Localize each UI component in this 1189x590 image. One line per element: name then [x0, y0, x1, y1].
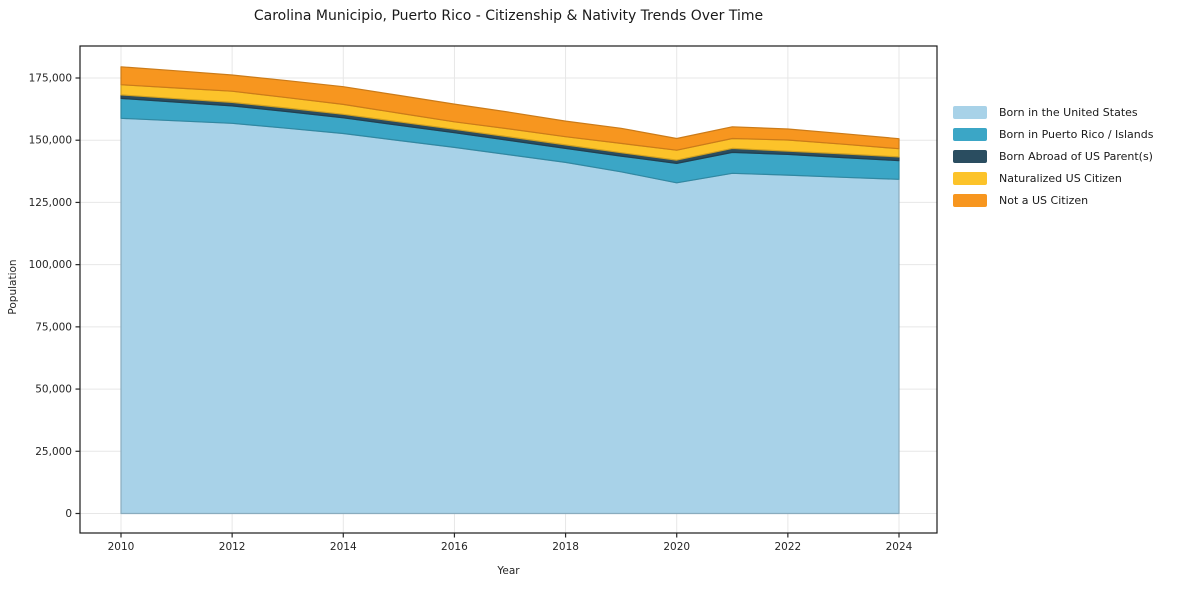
legend-label: Naturalized US Citizen [999, 172, 1122, 185]
x-tick-label: 2014 [330, 541, 357, 553]
x-tick-label: 2016 [441, 541, 468, 553]
x-tick-label: 2022 [774, 541, 801, 553]
legend-swatch-icon [953, 150, 987, 163]
legend-swatch-icon [953, 172, 987, 185]
y-tick-label: 25,000 [35, 446, 72, 458]
x-tick-label: 2024 [886, 541, 913, 553]
legend-label: Born in Puerto Rico / Islands [999, 128, 1154, 141]
legend-swatch-icon [953, 194, 987, 207]
chart-title: Carolina Municipio, Puerto Rico - Citize… [253, 8, 764, 24]
legend-item: Born in Puerto Rico / Islands [953, 128, 1153, 141]
y-tick-label: 150,000 [29, 135, 72, 147]
y-axis-label: Population [7, 259, 19, 315]
area-series-0 [120, 117, 900, 515]
y-tick-label: 125,000 [29, 197, 72, 209]
legend-item: Not a US Citizen [953, 194, 1153, 207]
area-series-4 [120, 66, 900, 151]
legend-item: Naturalized US Citizen [953, 172, 1153, 185]
legend-swatch-icon [953, 128, 987, 141]
x-tick-label: 2012 [219, 541, 246, 553]
x-tick-label: 2020 [663, 541, 690, 553]
plot-border [79, 45, 938, 534]
y-tick-label: 0 [65, 508, 72, 520]
legend: Born in the United States Born in Puerto … [953, 106, 1153, 216]
x-tick-label: 2018 [552, 541, 579, 553]
y-tick-label: 50,000 [35, 384, 72, 396]
y-tick-label: 75,000 [35, 321, 72, 333]
y-tick-label: 175,000 [29, 73, 72, 85]
legend-item: Born Abroad of US Parent(s) [953, 150, 1153, 163]
y-tick-label: 100,000 [29, 259, 72, 271]
legend-item: Born in the United States [953, 106, 1153, 119]
x-axis-label: Year [497, 565, 520, 577]
x-tick-label: 2010 [108, 541, 135, 553]
legend-label: Not a US Citizen [999, 194, 1089, 207]
legend-label: Born Abroad of US Parent(s) [999, 150, 1153, 163]
legend-swatch-icon [953, 106, 987, 119]
legend-label: Born in the United States [999, 106, 1138, 119]
